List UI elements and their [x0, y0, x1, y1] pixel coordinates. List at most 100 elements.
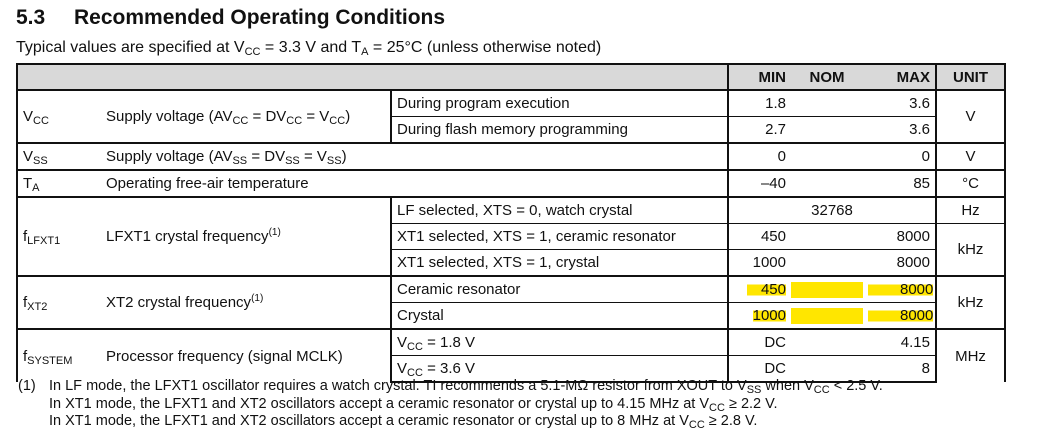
nom-cell [791, 142, 863, 170]
header-blank [16, 63, 728, 91]
min-cell: DC [727, 328, 791, 356]
header-max: MAX [863, 63, 936, 91]
table-row: VCC = 3.6 V DC 8 [17, 355, 1005, 383]
max-cell: 0 [863, 142, 936, 170]
condition-cell: XT1 selected, XTS = 1, ceramic resonator [390, 223, 728, 250]
header-unit: UNIT [935, 63, 1006, 91]
nom-cell [791, 169, 863, 197]
max-cell: 4.15 [863, 328, 936, 356]
text: = DV [248, 108, 287, 125]
highlighted-value: 8000 [868, 307, 934, 324]
min-cell: 450 [727, 223, 791, 250]
unit-cell: V [935, 142, 1005, 170]
subscript: CC [33, 115, 49, 127]
text: = V [299, 148, 327, 165]
condition-cell: During program execution [390, 89, 728, 117]
min-cell: 0 [727, 142, 791, 170]
nom-cell [791, 302, 863, 329]
footnote-ref[interactable]: (1) [251, 293, 264, 304]
max-cell: 8 [863, 355, 936, 383]
subscript: A [361, 46, 369, 58]
parameter-cell: Processor frequency (signal MCLK) [101, 328, 391, 382]
text: In XT1 mode, the LFXT1 and XT2 oscillato… [49, 413, 689, 429]
condition-cell: During flash memory programming [390, 116, 728, 143]
footnote-ref[interactable]: (1) [268, 227, 281, 238]
highlight-mark [791, 303, 863, 328]
subscript: SYSTEM [27, 354, 73, 367]
table-row: XT1 selected, XTS = 1, crystal 1000 8000 [17, 249, 1005, 276]
subtitle-text: = 3.3 V and T [260, 39, 362, 56]
operating-conditions-table: MIN NOM MAX UNIT VCC Supply voltage (AVC… [16, 63, 1006, 383]
text: = 3.6 V [422, 360, 476, 377]
text: In LF mode, the LFXT1 oscillator require… [49, 378, 747, 394]
condition-cell: Crystal [390, 302, 728, 329]
text: = 1.8 V [422, 334, 476, 351]
min-cell: 1.8 [727, 89, 791, 117]
unit-cell: V [935, 89, 1005, 143]
highlighted-value: 450 [746, 281, 786, 298]
subscript: SS [232, 155, 248, 167]
nom-cell [791, 223, 863, 250]
unit-cell: Hz [935, 196, 1005, 224]
symbol: f [23, 347, 28, 365]
min-cell: DC [727, 355, 791, 383]
text: ) [345, 108, 351, 125]
condition-cell: XT1 selected, XTS = 1, crystal [390, 249, 728, 276]
nom-cell [791, 328, 863, 356]
min-cell: 2.7 [727, 116, 791, 143]
condition-cell: Ceramic resonator [390, 275, 728, 303]
parameter-cell: XT2 crystal frequency(1) [101, 275, 391, 329]
parameter-cell: LFXT1 crystal frequency(1) [101, 196, 391, 276]
footnote-marker: (1) [18, 378, 36, 394]
footnote-line: (1) In LF mode, the LFXT1 oscillator requ… [18, 378, 883, 396]
subscript: SS [285, 155, 300, 167]
table-row: During flash memory programming 2.7 3.6 [17, 116, 1005, 143]
condition-cell: LF selected, XTS = 0, watch crystal [390, 196, 728, 224]
subscript: CC [244, 46, 261, 58]
section-number: 5.3 [16, 6, 46, 29]
min-cell: 1000 [727, 249, 791, 276]
subscript: SS [746, 384, 762, 396]
table-row: Crystal 1000 8000 [17, 302, 1005, 329]
symbol-cell: fSYSTEM [16, 328, 101, 382]
subscript: CC [407, 367, 423, 379]
nom-cell: 32768 [727, 196, 936, 224]
text: Supply voltage (AV [106, 108, 233, 125]
unit-cell: MHz [935, 328, 1005, 382]
header-row: MIN NOM MAX UNIT [16, 63, 1006, 91]
subscript: CC [407, 341, 423, 353]
header-min: MIN [727, 63, 791, 91]
highlighted-value: 8000 [868, 281, 934, 298]
table-row: TA Operating free-air temperature –40 85… [16, 169, 1005, 197]
unit-cell: kHz [935, 275, 1005, 329]
subscript: XT2 [27, 301, 48, 313]
text: ) [341, 148, 347, 165]
nom-cell [791, 116, 863, 143]
highlighted-value: 1000 [752, 307, 786, 324]
text: Supply voltage (AV [106, 148, 233, 165]
subscript: CC [709, 401, 725, 414]
table-row: VSS Supply voltage (AVSS = DVSS = VSS) 0… [16, 142, 1005, 170]
max-cell: 8000 [863, 275, 936, 303]
unit-cell: °C [935, 169, 1005, 197]
subscript: CC [329, 115, 346, 127]
table-row: XT1 selected, XTS = 1, ceramic resonator… [17, 223, 1005, 276]
text: when V [761, 378, 814, 394]
subscript: CC [286, 115, 303, 127]
footnote-line: In XT1 mode, the LFXT1 and XT2 oscillato… [18, 413, 883, 431]
subscript: CC [232, 115, 249, 127]
subscript: CC [688, 419, 705, 431]
min-cell: 1000 [727, 302, 791, 329]
symbol-cell: fXT2 [16, 275, 101, 329]
symbol: V [23, 108, 34, 125]
highlight-mark [791, 277, 863, 302]
symbol-cell: VSS [16, 142, 101, 170]
condition-cell: VCC = 3.6 V [390, 355, 728, 383]
subscript: SS [33, 155, 48, 167]
max-cell: 3.6 [863, 116, 936, 143]
unit-cell: kHz [935, 223, 1005, 276]
max-cell: 85 [863, 169, 936, 197]
text: In XT1 mode, the LFXT1 and XT2 oscillato… [49, 395, 710, 412]
max-cell: 8000 [863, 302, 936, 329]
subtitle-text: = 25°C (unless otherwise noted) [368, 39, 602, 56]
